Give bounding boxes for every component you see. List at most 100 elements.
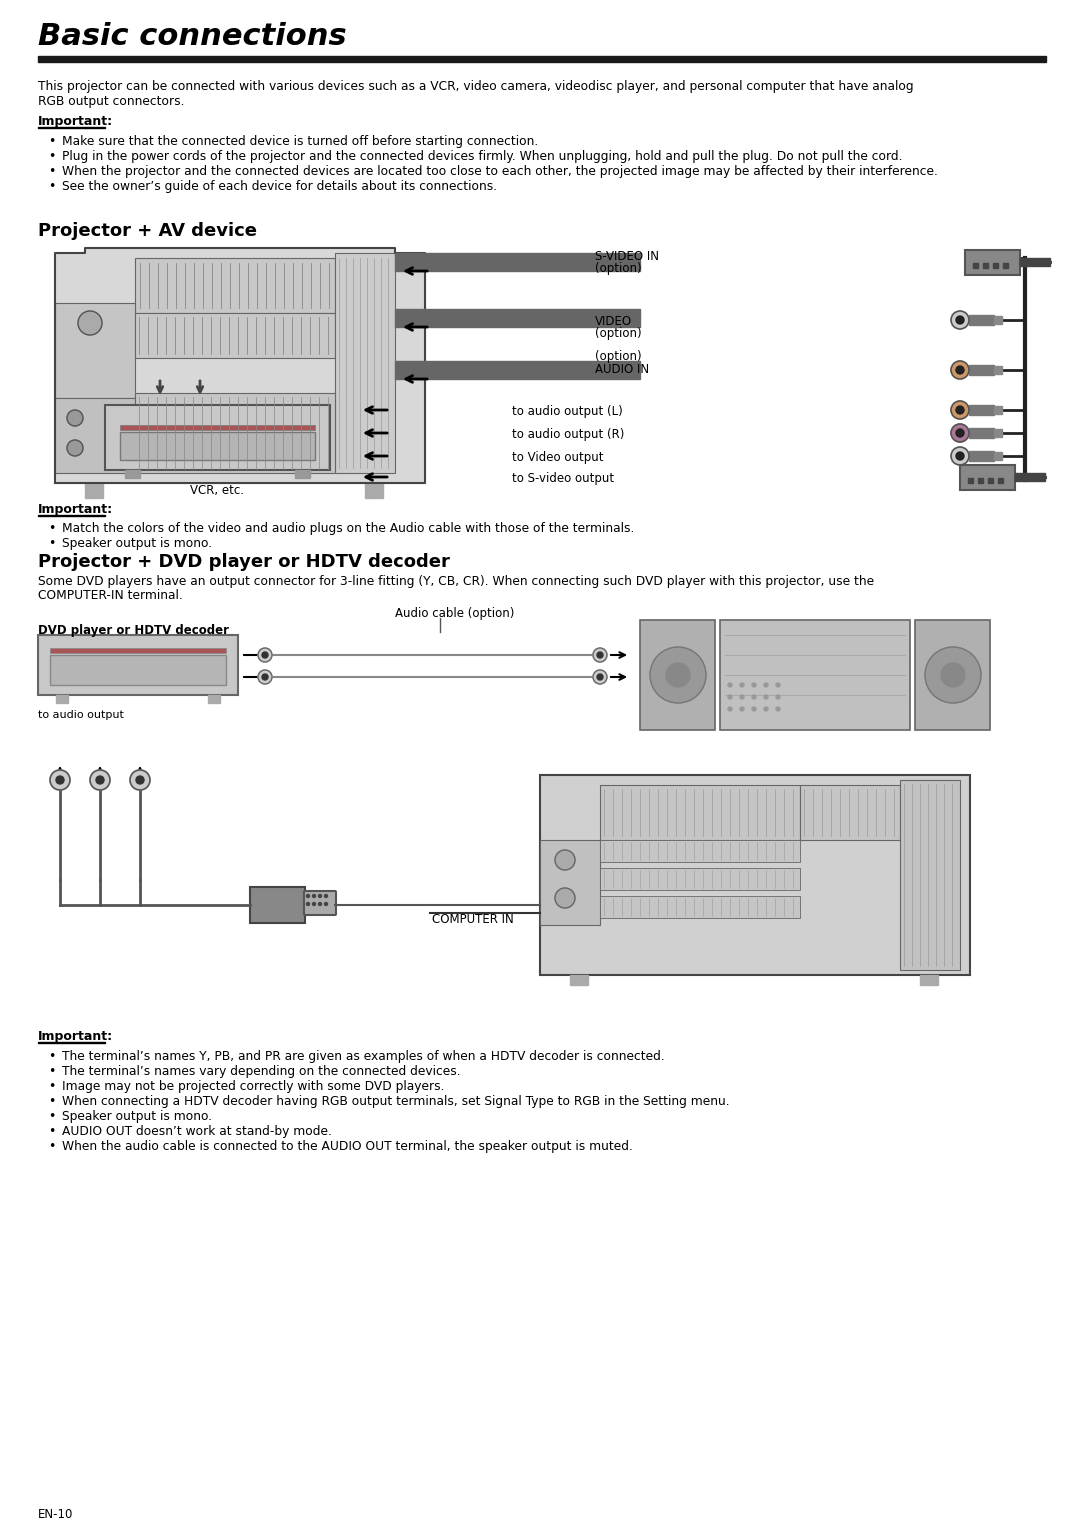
Circle shape xyxy=(752,694,756,699)
Bar xyxy=(105,404,330,470)
Text: COMPUTER IN: COMPUTER IN xyxy=(432,913,514,926)
Text: •: • xyxy=(48,1140,55,1154)
Bar xyxy=(900,780,960,971)
Bar xyxy=(365,484,383,497)
Bar xyxy=(994,366,1002,374)
Bar xyxy=(800,784,900,839)
Circle shape xyxy=(67,439,83,456)
Circle shape xyxy=(593,670,607,684)
Bar xyxy=(978,478,983,484)
Text: When the projector and the connected devices are located too close to each other: When the projector and the connected dev… xyxy=(62,165,937,179)
Bar xyxy=(135,394,335,473)
Circle shape xyxy=(666,662,690,687)
Text: Make sure that the connected device is turned off before starting connection.: Make sure that the connected device is t… xyxy=(62,134,538,148)
Bar xyxy=(120,426,315,430)
Circle shape xyxy=(728,707,732,711)
Text: •: • xyxy=(48,537,55,549)
Bar xyxy=(993,262,998,269)
Circle shape xyxy=(951,447,969,465)
Bar xyxy=(969,404,994,415)
Text: Image may not be projected correctly with some DVD players.: Image may not be projected correctly wit… xyxy=(62,1080,445,1093)
Circle shape xyxy=(258,670,272,684)
Text: Some DVD players have an output connector for 3-line fitting (Y, CB, CR). When c: Some DVD players have an output connecto… xyxy=(38,575,874,588)
Bar xyxy=(38,56,1047,63)
Circle shape xyxy=(777,694,780,699)
Bar xyxy=(960,465,1015,490)
Circle shape xyxy=(130,771,150,790)
Circle shape xyxy=(262,652,268,658)
Circle shape xyxy=(956,429,964,436)
Text: to audio output (R): to audio output (R) xyxy=(512,427,624,441)
Bar xyxy=(135,258,335,313)
Text: AUDIO OUT doesn’t work at stand-by mode.: AUDIO OUT doesn’t work at stand-by mode. xyxy=(62,1125,332,1138)
Bar xyxy=(920,975,939,984)
Circle shape xyxy=(324,902,327,905)
Circle shape xyxy=(740,694,744,699)
Bar xyxy=(56,694,68,703)
Circle shape xyxy=(777,684,780,687)
Circle shape xyxy=(312,894,315,897)
Text: Plug in the power cords of the projector and the connected devices firmly. When : Plug in the power cords of the projector… xyxy=(62,150,903,163)
Circle shape xyxy=(312,902,315,905)
Circle shape xyxy=(78,311,102,336)
Bar xyxy=(249,887,305,923)
Text: Important:: Important: xyxy=(38,504,113,516)
Circle shape xyxy=(319,894,322,897)
Bar xyxy=(85,484,103,497)
Circle shape xyxy=(50,771,70,790)
Circle shape xyxy=(951,401,969,420)
Text: •: • xyxy=(48,1109,55,1123)
Bar xyxy=(50,655,226,685)
Bar xyxy=(969,452,994,461)
Circle shape xyxy=(924,647,981,703)
Circle shape xyxy=(324,894,327,897)
Circle shape xyxy=(752,684,756,687)
Circle shape xyxy=(67,410,83,426)
Bar xyxy=(38,635,238,694)
Bar xyxy=(994,406,1002,414)
Circle shape xyxy=(956,366,964,374)
Bar xyxy=(395,362,640,378)
Bar xyxy=(295,470,310,478)
Text: Speaker output is mono.: Speaker output is mono. xyxy=(62,537,212,549)
Text: Match the colors of the video and audio plugs on the Audio cable with those of t: Match the colors of the video and audio … xyxy=(62,522,634,536)
Bar xyxy=(969,365,994,375)
Circle shape xyxy=(96,777,104,784)
Bar xyxy=(600,896,800,919)
Circle shape xyxy=(136,777,144,784)
Bar xyxy=(600,868,800,890)
Circle shape xyxy=(951,311,969,330)
Text: (option): (option) xyxy=(595,349,642,363)
Bar xyxy=(640,620,715,729)
Circle shape xyxy=(307,902,310,905)
Text: to Video output: to Video output xyxy=(512,452,604,464)
Circle shape xyxy=(319,902,322,905)
Bar xyxy=(968,478,973,484)
Bar xyxy=(966,250,1020,275)
Text: •: • xyxy=(48,150,55,163)
Circle shape xyxy=(593,649,607,662)
Text: Projector + AV device: Projector + AV device xyxy=(38,221,257,240)
Text: VIDEO: VIDEO xyxy=(595,314,632,328)
Text: (option): (option) xyxy=(595,327,642,340)
Text: See the owner’s guide of each device for details about its connections.: See the owner’s guide of each device for… xyxy=(62,180,497,192)
Circle shape xyxy=(956,452,964,459)
Bar xyxy=(570,975,588,984)
Circle shape xyxy=(258,649,272,662)
Bar xyxy=(720,620,910,729)
Text: Basic connections: Basic connections xyxy=(38,21,347,50)
Bar xyxy=(600,839,800,862)
Text: •: • xyxy=(48,1080,55,1093)
Bar xyxy=(969,427,994,438)
Text: to audio output: to audio output xyxy=(38,710,124,720)
Circle shape xyxy=(764,684,768,687)
Bar xyxy=(125,470,140,478)
Circle shape xyxy=(307,894,310,897)
Text: AUDIO IN: AUDIO IN xyxy=(595,363,649,375)
FancyBboxPatch shape xyxy=(303,891,336,916)
Bar xyxy=(969,314,994,325)
Bar xyxy=(994,316,1002,324)
Bar xyxy=(55,398,135,473)
Circle shape xyxy=(764,694,768,699)
Circle shape xyxy=(728,694,732,699)
